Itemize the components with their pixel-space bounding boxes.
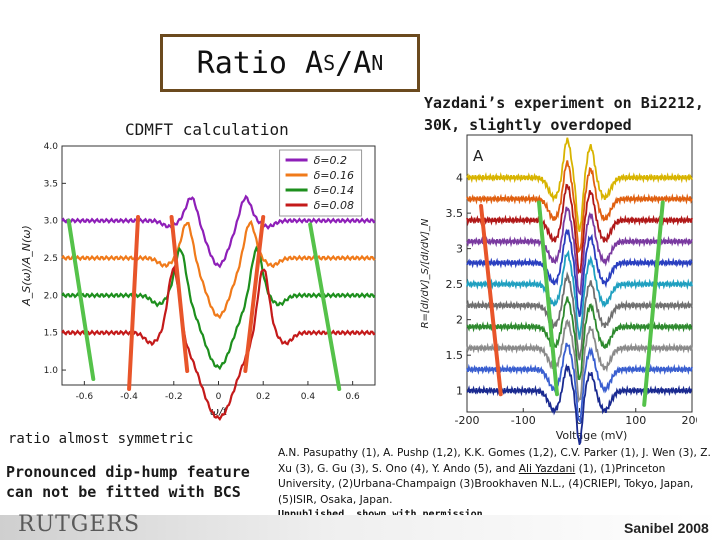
annotation-bar — [169, 214, 190, 373]
x-tick-label: -0.4 — [120, 392, 138, 402]
y-tick-label: 3 — [456, 243, 463, 256]
y-tick-label: 3.5 — [44, 179, 58, 189]
y-tick-label: 4 — [456, 172, 463, 185]
x-tick-label: 0.4 — [301, 392, 316, 402]
series-line-4 — [61, 264, 376, 421]
x-axis-label: Voltage (mV) — [556, 429, 628, 442]
cdmft-label: CDMFT calculation — [125, 120, 289, 139]
y-tick-label: 1.5 — [44, 329, 58, 339]
annotation-bar — [127, 214, 141, 391]
legend-label: δ=0.2 — [314, 154, 347, 167]
annotation-bar — [479, 204, 503, 397]
series-line-3 — [466, 183, 693, 275]
y-axis-label: A_S(ω)/A_N(ω) — [20, 225, 33, 307]
x-tick-label: 0 — [216, 392, 222, 402]
legend-label: δ=0.16 — [314, 169, 354, 182]
y-tick-label: 2.5 — [446, 278, 464, 291]
panel-label: A — [473, 147, 484, 165]
footer-bar — [0, 515, 720, 540]
x-tick-label: 0.6 — [345, 392, 360, 402]
y-tick-label: 2.5 — [44, 254, 58, 264]
y-tick-label: 1.0 — [44, 366, 59, 376]
series-line-9 — [466, 319, 693, 404]
experiment-label: Yazdani’s experiment on Bi2212, 30K, sli… — [424, 94, 704, 134]
x-tick-label: 100 — [625, 414, 646, 427]
series-line-5 — [466, 228, 693, 318]
x-tick-label: -0.6 — [76, 392, 94, 402]
y-tick-label: 3.0 — [44, 217, 59, 227]
y-tick-label: 2.0 — [44, 291, 59, 301]
unpublished-note: Unpublished, shown with permission — [278, 509, 483, 520]
annotation-bar — [537, 200, 559, 397]
legend-label: δ=0.08 — [314, 199, 354, 212]
series-line-10 — [466, 342, 693, 425]
x-tick-label: -100 — [511, 414, 536, 427]
slide-title: Ratio A S/A N — [160, 34, 420, 92]
x-tick-label: -0.2 — [165, 392, 183, 402]
highlighted-author: Ali Yazdani — [518, 462, 576, 475]
annotation-bar — [66, 218, 96, 381]
series-line-1 — [61, 194, 376, 269]
series-line-2 — [466, 160, 693, 254]
series-line-1 — [466, 137, 693, 232]
legend-label: δ=0.14 — [314, 184, 354, 197]
rutgers-logo: RUTGERS — [18, 512, 141, 537]
x-tick-label: 200 — [682, 414, 698, 427]
series-line-11 — [466, 363, 693, 445]
x-tick-label: 0.2 — [256, 392, 270, 402]
series-line-2 — [61, 219, 376, 320]
cdmft-chart: 1.0 1.5 2.0 2.5 3.0 3.5 4.0 -0.6 -0.4 -0.2 0 0.2 0.4… — [20, 142, 376, 421]
conference-label: Sanibel 2008 — [624, 520, 709, 536]
title-text: Ratio A — [196, 45, 324, 81]
y-tick-label: 3.5 — [446, 207, 464, 220]
stm-chart: 11.522.533.54-200-1000100200Voltage (mV)… — [420, 134, 698, 445]
y-tick-label: 2 — [456, 314, 463, 327]
series-line-4 — [466, 206, 693, 296]
y-tick-label: 1.5 — [446, 349, 464, 362]
series-line-8 — [466, 296, 693, 381]
y-tick-label: 4.0 — [44, 142, 59, 152]
ratio-symmetric-note: ratio almost symmetric — [8, 431, 194, 447]
annotation-bar — [308, 222, 342, 391]
annotation-bar — [243, 214, 266, 373]
author-list: A.N. Pasupathy (1), A. Pushp (1,2), K.K.… — [278, 447, 711, 506]
dip-hump-note: Pronounced dip-hump feature can not be f… — [6, 463, 250, 501]
y-tick-label: 1 — [456, 385, 463, 398]
annotation-bar — [642, 200, 665, 407]
x-tick-label: -200 — [455, 414, 480, 427]
affiliations: (1)Princeton University, (2)Urbana-Champ… — [278, 462, 694, 506]
y-axis-label: R=[dI/dV]_S/[dI/dV]_N — [420, 218, 431, 328]
